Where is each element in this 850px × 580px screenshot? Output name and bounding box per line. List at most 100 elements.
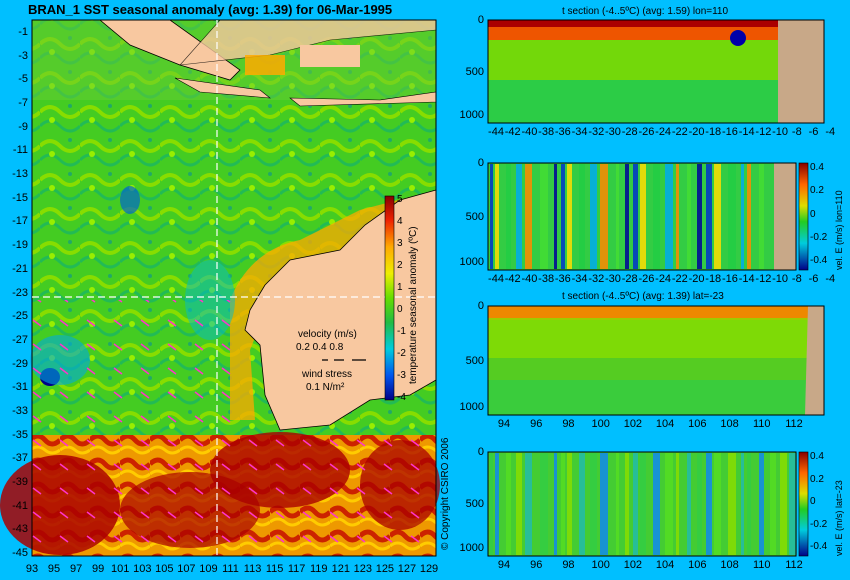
panel-1-y-tick: 1000 [459, 109, 484, 121]
panel-2-x-tick: -4 [825, 273, 836, 285]
lat-tick-label: -25 [12, 310, 28, 323]
map-colorbar-label: temperature seasonal anomaly (ºC) [408, 226, 419, 384]
lat-tick-label: -23 [12, 286, 28, 299]
lon-tick-label: 117 [287, 563, 306, 575]
panel-2-x-tick: -12 [755, 273, 772, 285]
panel-4-cbar-tick: -0.2 [810, 518, 828, 530]
map-legend: velocity (m/s) 0.2 0.4 0.8 wind stress 0… [296, 328, 357, 394]
lon-tick-label: 121 [331, 563, 350, 575]
lat-tick-label: -41 [12, 499, 28, 512]
panel-3-x-tick: 100 [591, 418, 610, 430]
lat-tick-label: -13 [12, 168, 28, 181]
panel-2-x-tick: -24 [655, 273, 672, 285]
lat-tick-label: -5 [18, 73, 28, 86]
lon-tick-label: 101 [111, 563, 130, 575]
panel-4-x-tick: 110 [752, 559, 771, 571]
panel-4-cbar-tick: -0.4 [810, 541, 828, 552]
panel-3-x-tick: 102 [623, 418, 643, 430]
panel-4-plot [487, 451, 809, 557]
map-title: BRAN_1 SST seasonal anomaly (avg: 1.39) … [28, 2, 393, 17]
panel-4-x-tick: 98 [562, 559, 575, 571]
colorbar-tick-label: 0 [397, 304, 403, 315]
panel-2-x-tick: -18 [705, 273, 722, 285]
panel-1-x-tick: -20 [688, 126, 705, 138]
panel-3-x-tick: 112 [785, 418, 803, 430]
panel-1-x-tick: -16 [722, 126, 738, 138]
lon-tick-label: 119 [309, 563, 328, 575]
lat-tick-label: -37 [12, 452, 28, 465]
panel-4-x-tick: 104 [655, 559, 675, 571]
panel-4-y-tick: 500 [465, 498, 484, 510]
panel-2-y-tick: 0 [477, 157, 484, 169]
panel-4-x-tick: 102 [623, 559, 643, 571]
panel-4-cbar-tick: 0 [810, 496, 816, 507]
copyright-text: © Copyright CSIRO 2006 [440, 437, 451, 550]
panel-4-y-tick: 0 [477, 446, 484, 458]
colorbar-tick-label: 3 [397, 238, 403, 249]
lat-tick-label: -31 [12, 381, 28, 394]
panel-1-x-tick: -32 [588, 126, 605, 138]
panel-4-cbar-label: vel. E (m/s) lat=-23 [834, 480, 844, 556]
panel-4-x-tick: 108 [720, 559, 739, 571]
lat-tick-label: -35 [12, 428, 28, 441]
panel-2-x-tick: -22 [671, 273, 688, 285]
panel-2-x-tick: -36 [554, 273, 571, 285]
panel-3-x-tick: 98 [562, 418, 575, 430]
panel-1-x-tick: -44 [488, 126, 504, 138]
panel-4-x-tick: 94 [497, 559, 511, 571]
wind-legend-value: 0.1 N/m² [306, 382, 345, 393]
lon-tick-label: 97 [69, 563, 83, 575]
panel-1-y-tick: 0 [477, 14, 484, 26]
panel-1-x-tick: -28 [621, 126, 638, 138]
lat-tick-label: -39 [12, 475, 28, 488]
panel-2-x-tick: -38 [538, 273, 555, 285]
panel-2-cbar-tick: 0.4 [810, 162, 824, 173]
lon-tick-label: 129 [419, 563, 439, 575]
panel-1-x-tick: -40 [521, 126, 538, 138]
panel-3-plot [487, 305, 825, 416]
panel-3-y-tick: 500 [465, 354, 484, 367]
panel-1-x-tick: -12 [755, 126, 772, 138]
panel-2-x-tick: -26 [638, 273, 655, 285]
panel-3-y-tick: 0 [477, 300, 484, 312]
lat-tick-label: -9 [18, 120, 28, 133]
lat-tick-label: -1 [18, 26, 28, 38]
lon-tick-label: 93 [25, 563, 39, 575]
lat-tick-label: -17 [12, 215, 28, 228]
panel-3-x-tick: 96 [530, 418, 543, 430]
panel-3-x-tick: 110 [752, 418, 771, 430]
colorbar-tick-label: 2 [397, 260, 403, 271]
panel-2-x-tick: -30 [605, 273, 621, 285]
lon-tick-label: 105 [155, 563, 174, 575]
panel-2-x-tick: -44 [488, 273, 504, 285]
panel-2-x-tick: -42 [504, 273, 521, 285]
panel-1-x-tick: -8 [791, 126, 802, 138]
wind-legend-label: wind stress [302, 369, 353, 380]
panel-1-plot [487, 19, 825, 124]
colorbar-tick-label: 5 [397, 194, 403, 205]
panel-1-x-tick: -24 [655, 126, 672, 138]
panel-2-x-tick: -8 [791, 273, 802, 285]
panel-2-cbar-tick: -0.4 [810, 255, 828, 266]
lat-tick-label: -43 [12, 523, 28, 536]
panel-1-x-tick: -38 [538, 126, 555, 138]
lon-tick-label: 109 [199, 563, 218, 575]
lat-tick-label: -29 [12, 357, 28, 370]
panel-4-y-tick: 1000 [459, 542, 484, 554]
panel-2-cbar-tick: -0.2 [810, 231, 828, 243]
sst-colorbar [384, 195, 395, 401]
lon-tick-label: 115 [265, 563, 284, 575]
panel-1-x-tick: -14 [738, 126, 755, 138]
lon-tick-label: 113 [243, 563, 262, 575]
panel-1-y-tick: 500 [465, 65, 484, 78]
panel-2-x-tick: -16 [722, 273, 738, 285]
panel-2-x-tick: -20 [688, 273, 705, 285]
panel-1-x-tick: -26 [638, 126, 655, 138]
lon-tick-label: 99 [92, 563, 105, 575]
lon-tick-label: 107 [177, 563, 196, 575]
panel-4-x-tick: 106 [688, 559, 707, 571]
panel-2-x-tick: -40 [521, 273, 538, 285]
panel-2-plot [487, 162, 809, 271]
panel-2-cbar-tick: 0.2 [810, 185, 824, 197]
panel-2-x-tick: -6 [808, 273, 819, 285]
